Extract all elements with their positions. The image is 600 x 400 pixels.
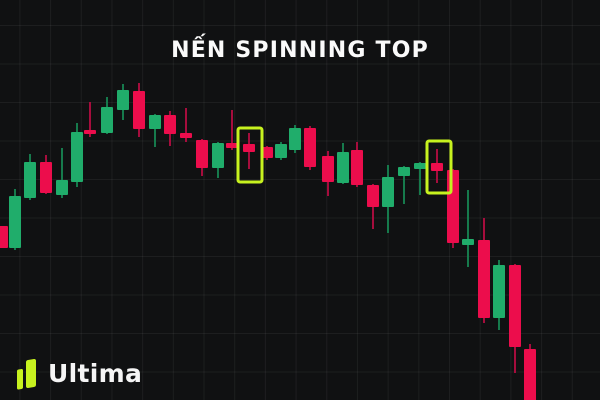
candle-up <box>56 148 68 198</box>
candle-up <box>462 190 474 267</box>
candle-down <box>367 184 379 229</box>
candle-down <box>133 83 145 137</box>
candle-up <box>117 84 129 120</box>
spinning-top-highlight-box <box>425 139 453 195</box>
candle-down <box>180 108 192 142</box>
candle-down <box>164 111 176 146</box>
candle-down <box>509 264 521 373</box>
candle-spinning-top <box>243 133 255 169</box>
candle-up <box>337 143 349 184</box>
candle-up <box>414 162 426 195</box>
candle-up <box>382 165 394 233</box>
candle-up <box>149 114 161 147</box>
ultima-logo: Ultima <box>15 356 142 391</box>
candle-down <box>84 102 96 137</box>
candle-down <box>447 169 459 248</box>
candle-up <box>212 142 224 178</box>
candle-up <box>101 97 113 134</box>
candle-down <box>322 151 334 196</box>
candle-up <box>493 260 505 330</box>
candle-down <box>351 142 363 187</box>
ultima-logo-text: Ultima <box>48 359 143 388</box>
candle-up <box>275 142 287 160</box>
page-title: NẾN SPINNING TOP <box>171 38 429 63</box>
candle-down <box>478 218 490 323</box>
candle-up <box>24 154 36 200</box>
ultima-logo-icon <box>17 358 36 390</box>
candle-down <box>196 139 208 176</box>
candle-down <box>226 110 238 150</box>
candle-up <box>398 166 410 204</box>
candle-down <box>40 155 52 194</box>
spinning-top-highlight-box <box>236 126 264 184</box>
candle-spinning-top <box>431 149 443 183</box>
candle-down <box>261 146 273 160</box>
candle-down <box>304 126 316 170</box>
candle-up <box>9 189 21 250</box>
candle-down <box>0 226 8 248</box>
candle-up <box>289 125 301 153</box>
candle-up <box>71 123 83 187</box>
candle-down <box>524 344 536 400</box>
